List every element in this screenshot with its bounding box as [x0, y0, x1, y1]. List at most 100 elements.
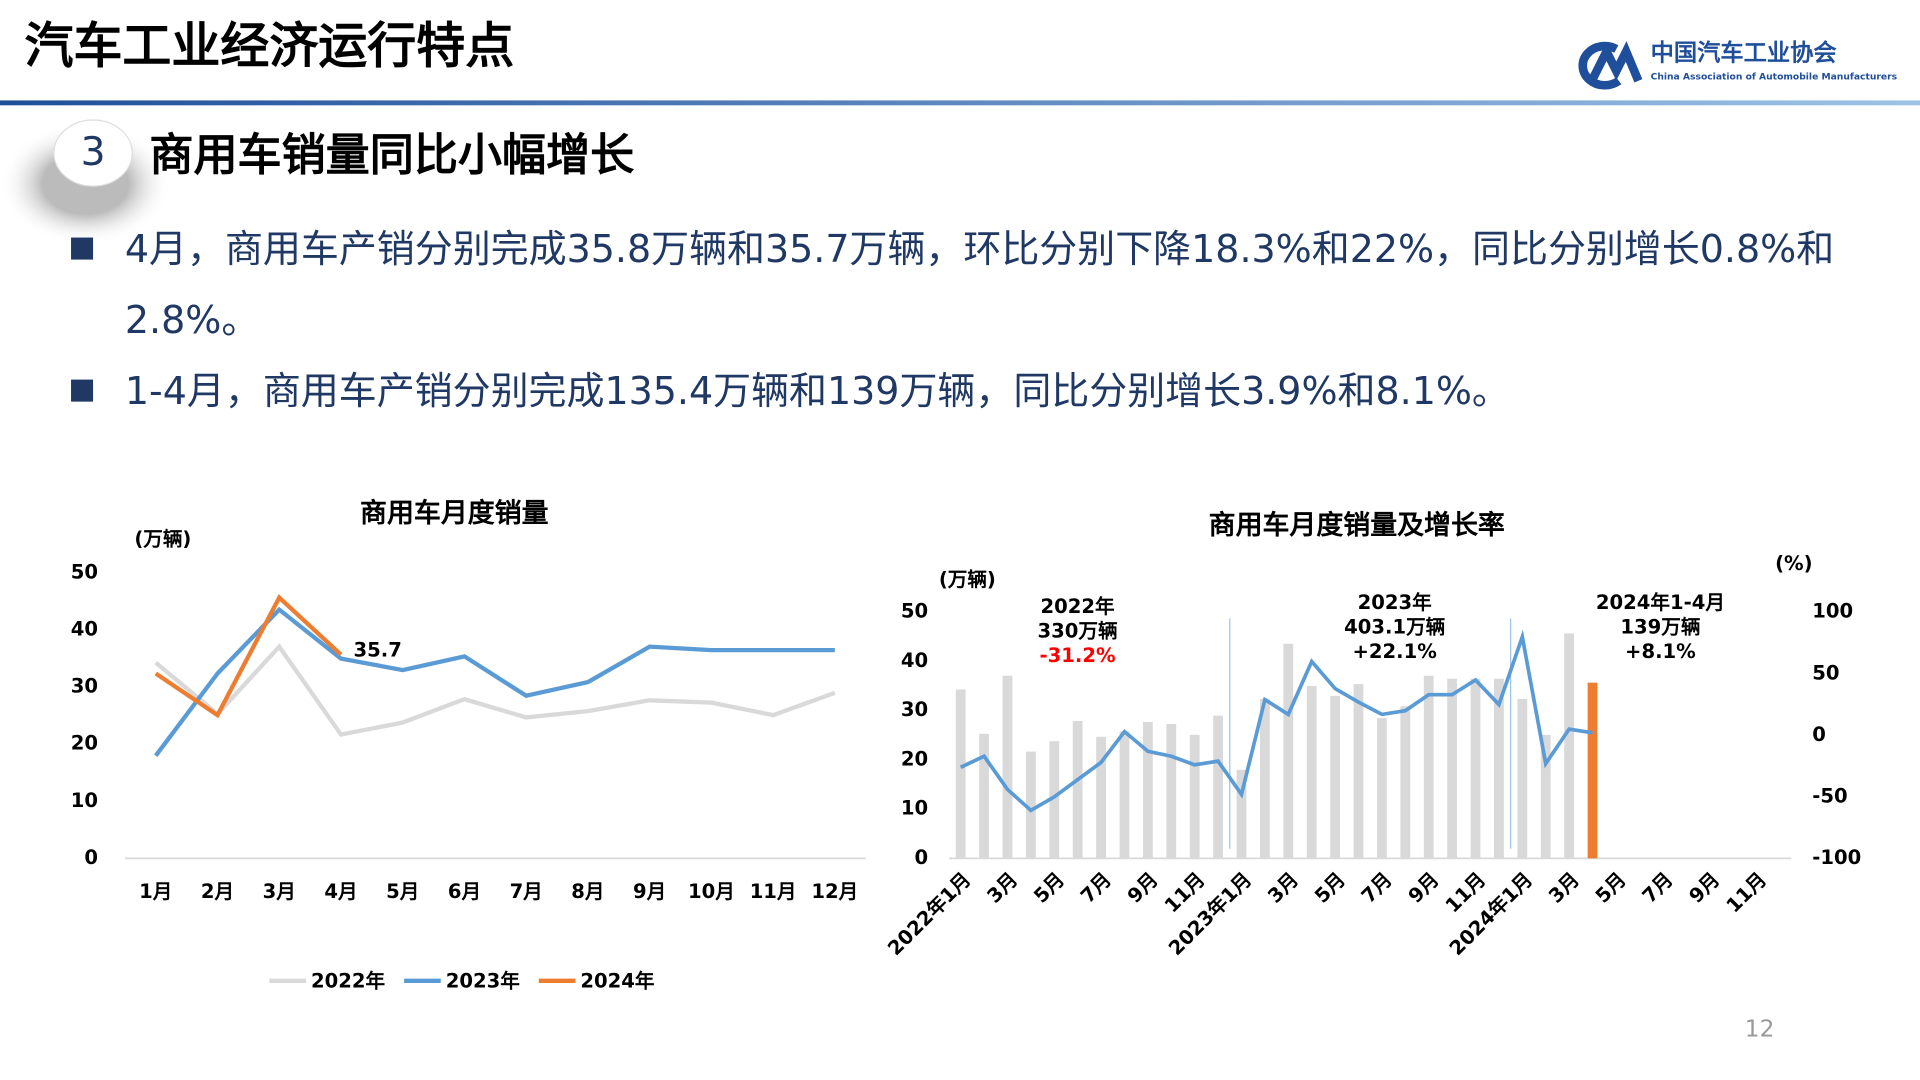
bar [1283, 643, 1294, 859]
x-tick-label: 3月 [1544, 868, 1584, 908]
annotation: 139万辆 [1620, 616, 1700, 639]
y-axis-label: (万辆) [939, 568, 996, 591]
y-tick-label: 20 [901, 747, 928, 770]
chart-title: 商用车月度销量及增长率 [1209, 509, 1505, 541]
y-tick-label: 10 [71, 789, 98, 812]
x-tick-label: 7月 [1638, 868, 1678, 908]
section-title: 商用车销量同比小幅增长 [149, 130, 634, 181]
annotation: 2024年1-4月 [1596, 591, 1725, 614]
annotation: +8.1% [1625, 640, 1696, 663]
line-series [959, 629, 1593, 813]
x-tick-label: 5月 [386, 880, 419, 903]
y2-tick-label: -100 [1812, 846, 1861, 869]
x-tick-label: 3月 [1263, 868, 1303, 908]
x-tick-label: 9月 [1123, 868, 1163, 908]
x-tick-label: 2月 [201, 880, 234, 903]
bar [1470, 678, 1481, 859]
page-number: 12 [1745, 1015, 1775, 1042]
bar [1517, 698, 1528, 859]
line-series [154, 643, 836, 737]
bar [955, 689, 966, 859]
x-tick-label: 5月 [1591, 868, 1631, 908]
y2-axis-label: (%) [1775, 552, 1813, 575]
y-tick-label: 20 [71, 732, 98, 755]
x-tick-label: 9月 [1404, 868, 1444, 908]
logo-subtitle: China Association of Automobile Manufact… [1651, 72, 1898, 83]
y-tick-label: 10 [901, 797, 928, 820]
annotation: 403.1万辆 [1344, 616, 1445, 639]
x-tick-label: 7月 [1076, 868, 1116, 908]
annotation: 2023年 [1358, 591, 1432, 614]
bar [1119, 731, 1130, 859]
bar [1377, 718, 1387, 859]
x-tick-label: 9月 [633, 880, 666, 903]
y2-tick-label: -50 [1812, 784, 1847, 807]
bar [1002, 675, 1013, 859]
x-tick-label: 7月 [510, 880, 543, 903]
number-badge [53, 119, 133, 187]
bar [1213, 715, 1223, 859]
bullet-text: 4月，商用车产销分别完成35.8万辆和35.7万辆，环比分别下降18.3%和22… [124, 227, 1835, 343]
bar [1025, 751, 1036, 859]
x-tick-label: 5月 [1310, 868, 1350, 908]
logo-name: 中国汽车工业协会 [1651, 39, 1838, 66]
line-series [154, 606, 835, 757]
x-tick-label: 3月 [983, 868, 1023, 908]
bar [1400, 706, 1411, 859]
bar [1353, 684, 1364, 859]
bar [1330, 695, 1340, 859]
data-label: 35.7 [354, 638, 402, 661]
y2-tick-label: 0 [1812, 723, 1826, 746]
chart-title: 商用车月度销量 [360, 497, 549, 529]
logo-mark [1578, 41, 1643, 90]
legend-label: 2022年 [311, 970, 385, 993]
bar [1142, 722, 1153, 859]
section-number: 3 [81, 130, 106, 175]
x-tick-label: 11月 [750, 880, 797, 903]
bar [1049, 741, 1060, 859]
x-tick-label: 4月 [324, 880, 357, 903]
page-title: 汽车工业经济运行特点 [24, 17, 514, 74]
bar [1260, 698, 1270, 859]
x-tick-label: 6月 [448, 880, 481, 903]
bullet-text: 1-4月，商用车产销分别完成135.4万辆和139万辆，同比分别增长3.9%和8… [124, 369, 1510, 414]
annotation: 330万辆 [1038, 619, 1118, 642]
bar [979, 733, 989, 859]
x-tick-label: 3月 [263, 880, 296, 903]
x-tick-label: 9月 [1685, 868, 1725, 908]
bar [1447, 678, 1458, 859]
bar [1540, 734, 1551, 859]
annotation: +22.1% [1353, 640, 1437, 663]
x-tick-label: 1月 [139, 880, 172, 903]
x-tick-label: 12月 [811, 880, 858, 903]
y-axis-label: (万辆) [134, 528, 191, 551]
bar [1587, 682, 1598, 859]
y2-tick-label: 100 [1812, 600, 1853, 623]
annotation: 2022年 [1041, 595, 1115, 618]
bar [1072, 721, 1083, 859]
x-tick-label: 10月 [688, 880, 735, 903]
bullet: 4月，商用车产销分别完成35.8万辆和35.7万辆，环比分别下降18.3%和22… [71, 214, 1877, 356]
y-tick-label: 0 [915, 846, 929, 869]
y-tick-label: 40 [901, 649, 928, 672]
bar [1236, 769, 1247, 859]
bar [1564, 633, 1575, 859]
bar [1166, 723, 1177, 859]
legend-label: 2024年 [580, 970, 654, 993]
x-tick-label: 5月 [1029, 868, 1069, 908]
legend-label: 2023年 [446, 970, 520, 993]
y2-tick-label: 50 [1812, 661, 1839, 684]
bar [1096, 736, 1106, 859]
bar [1189, 734, 1200, 859]
y-tick-label: 40 [71, 618, 98, 641]
x-tick-label: 7月 [1357, 868, 1397, 908]
annotation: -31.2% [1040, 644, 1116, 667]
header-line [0, 100, 1920, 106]
y-tick-label: 0 [84, 846, 98, 869]
bar [1494, 678, 1504, 859]
x-tick-label: 2022年1月 [883, 868, 975, 960]
y-tick-label: 30 [901, 698, 928, 721]
bar [1306, 686, 1317, 859]
